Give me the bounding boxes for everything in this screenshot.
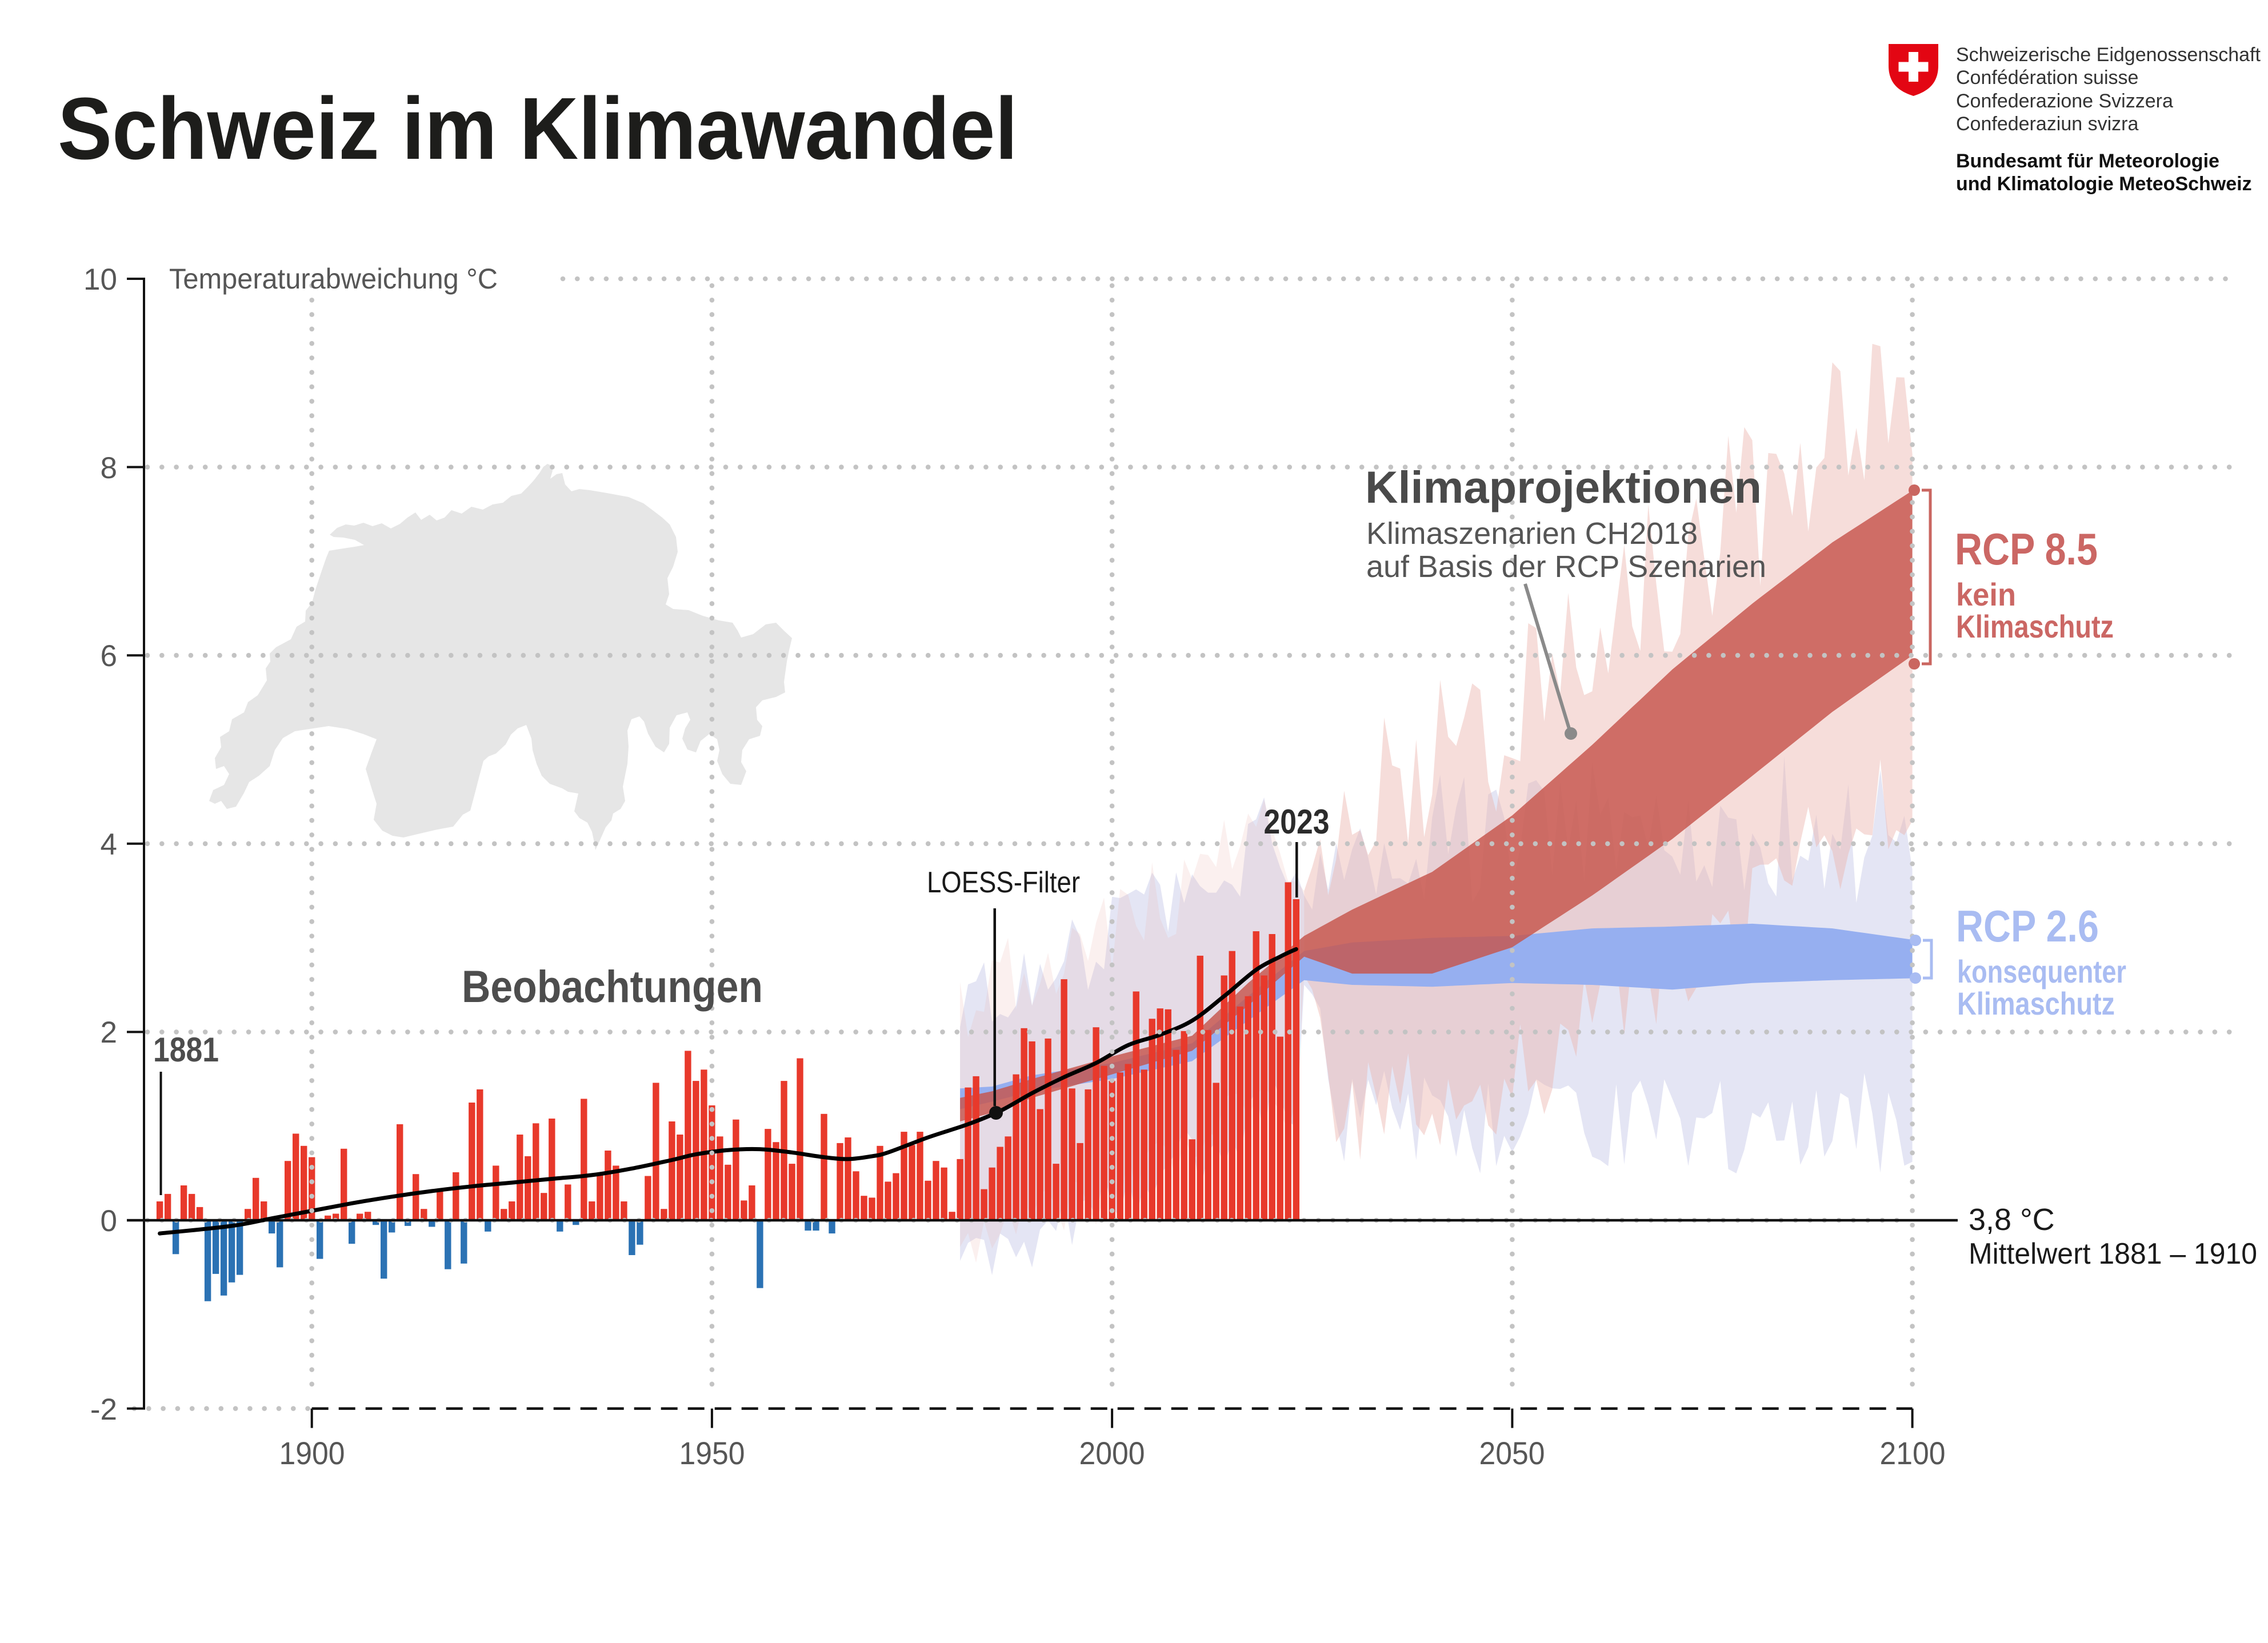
svg-text:8: 8: [101, 451, 117, 485]
svg-text:Klimaszenarien CH2018: Klimaszenarien CH2018: [1366, 516, 1698, 551]
svg-text:Klimaschutz: Klimaschutz: [1957, 985, 2115, 1021]
svg-text:und Klimatologie MeteoSchweiz: und Klimatologie MeteoSchweiz: [1956, 173, 2252, 195]
svg-text:Bundesamt für Meteorologie: Bundesamt für Meteorologie: [1956, 150, 2219, 172]
svg-text:RCP 8.5: RCP 8.5: [1955, 524, 2098, 574]
svg-text:Mittelwert 1881 – 1910: Mittelwert 1881 – 1910: [1969, 1237, 2257, 1271]
svg-text:Beobachtungen: Beobachtungen: [462, 961, 763, 1012]
svg-text:0: 0: [101, 1204, 117, 1238]
svg-text:Confederazione Svizzera: Confederazione Svizzera: [1956, 90, 2173, 112]
svg-text:Temperaturabweichung °C: Temperaturabweichung °C: [169, 263, 498, 295]
svg-text:2050: 2050: [1479, 1435, 1545, 1471]
svg-text:3,8 °C: 3,8 °C: [1969, 1203, 2055, 1237]
svg-text:2: 2: [101, 1016, 117, 1049]
svg-text:10: 10: [83, 263, 117, 296]
svg-text:Klimaprojektionen: Klimaprojektionen: [1365, 462, 1762, 512]
svg-text:kein: kein: [1956, 576, 2016, 612]
svg-text:RCP 2.6: RCP 2.6: [1956, 901, 2099, 951]
svg-text:6: 6: [101, 639, 117, 673]
svg-text:auf Basis der RCP Szenarien: auf Basis der RCP Szenarien: [1366, 550, 1766, 584]
svg-text:1950: 1950: [679, 1435, 745, 1471]
svg-text:Schweizerische Eidgenossenscha: Schweizerische Eidgenossenschaft: [1956, 44, 2261, 66]
svg-text:1881: 1881: [153, 1031, 219, 1069]
svg-text:2023: 2023: [1264, 803, 1330, 841]
svg-text:Klimaschutz: Klimaschutz: [1956, 608, 2114, 644]
svg-text:Confédération suisse: Confédération suisse: [1956, 67, 2138, 89]
svg-text:Schweiz im Klimawandel: Schweiz im Klimawandel: [58, 79, 1018, 178]
svg-text:-2: -2: [90, 1393, 117, 1426]
svg-text:4: 4: [101, 828, 117, 861]
svg-text:2000: 2000: [1079, 1435, 1145, 1471]
svg-text:1900: 1900: [279, 1435, 345, 1471]
svg-text:konsequenter: konsequenter: [1957, 953, 2126, 989]
svg-text:Confederaziun svizra: Confederaziun svizra: [1956, 113, 2138, 135]
svg-text:LOESS-Filter: LOESS-Filter: [927, 866, 1080, 899]
svg-text:2100: 2100: [1880, 1435, 1946, 1471]
